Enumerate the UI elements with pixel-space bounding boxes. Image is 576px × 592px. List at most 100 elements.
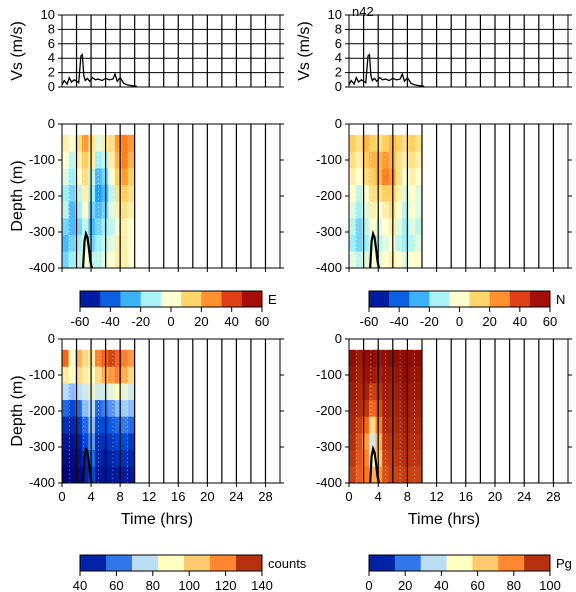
colorbar-tick-label: 40 bbox=[513, 314, 527, 329]
colorbar-tick-label: 60 bbox=[255, 314, 269, 329]
heatmap-cell bbox=[408, 349, 416, 367]
heatmap-cell bbox=[368, 383, 376, 401]
heatmap-cell bbox=[128, 251, 135, 269]
heatmap-cell bbox=[362, 251, 370, 269]
heatmap-cell bbox=[368, 168, 376, 186]
heatmap-cell bbox=[375, 449, 383, 467]
y-tick-label: 0 bbox=[48, 116, 55, 131]
colorbar-tick-label: 40 bbox=[224, 314, 238, 329]
heatmap-cell bbox=[68, 349, 76, 367]
heatmap-cell bbox=[75, 366, 83, 384]
heatmap-cell bbox=[68, 234, 76, 252]
y-tick-label: -200 bbox=[29, 403, 55, 418]
panel-heatmap-e: 0 -100 -200 -300 -400 Depth (m) bbox=[9, 116, 284, 275]
heatmap-cell bbox=[349, 134, 356, 152]
heatmap-cell bbox=[114, 433, 122, 450]
heatmap-cell bbox=[68, 433, 76, 450]
vs-series-line bbox=[61, 53, 137, 87]
heatmap-cell bbox=[75, 416, 83, 434]
heatmap-cell bbox=[128, 134, 135, 152]
heatmap-cell bbox=[375, 184, 383, 202]
y-tick-label: -300 bbox=[316, 224, 342, 239]
plot-frame bbox=[348, 14, 569, 88]
heatmap-cell bbox=[121, 251, 129, 269]
heatmap-cell bbox=[349, 168, 356, 186]
heatmap-cell bbox=[75, 349, 83, 367]
heatmap-cell bbox=[349, 366, 356, 384]
heatmap-cell bbox=[121, 218, 129, 235]
y-tick-label: 2 bbox=[48, 65, 55, 80]
heatmap-cell bbox=[62, 383, 69, 401]
heatmap-cell bbox=[81, 184, 89, 202]
heatmap-cell bbox=[88, 383, 96, 401]
heatmap-cell bbox=[75, 433, 83, 450]
colorbar-swatch bbox=[469, 291, 490, 307]
heatmap-cell bbox=[362, 151, 370, 169]
heatmap-cell bbox=[395, 466, 403, 484]
heatmap-cell bbox=[68, 399, 76, 417]
heatmap-cell bbox=[362, 134, 370, 152]
colorbar-tick-label: 140 bbox=[251, 578, 273, 592]
heatmap-cell bbox=[128, 399, 135, 417]
heatmap-cell bbox=[415, 399, 423, 417]
heatmap-cell bbox=[355, 201, 363, 219]
heatmap-cell bbox=[128, 366, 135, 384]
heatmap-cell bbox=[108, 134, 116, 152]
colorbar-swatch bbox=[429, 291, 450, 307]
heatmap-cell bbox=[108, 349, 116, 367]
heatmap-cell bbox=[75, 201, 83, 219]
heatmap-cell bbox=[415, 168, 423, 186]
x-axis-label: Time (hrs) bbox=[121, 511, 193, 528]
heatmap-cell bbox=[108, 251, 116, 269]
heatmap-cell bbox=[375, 433, 383, 450]
heatmap-cell bbox=[95, 383, 102, 401]
heatmap-cell bbox=[81, 399, 89, 417]
x-tick-label: 8 bbox=[404, 489, 411, 504]
heatmap-cell bbox=[95, 466, 102, 484]
heatmap-cell bbox=[349, 251, 356, 269]
heatmap-cell bbox=[121, 349, 129, 367]
colorbar-label: N bbox=[556, 292, 565, 307]
heatmap-cell bbox=[402, 366, 410, 384]
heatmap-cell bbox=[402, 449, 410, 467]
heatmap-cell bbox=[395, 151, 403, 169]
heatmap-cell bbox=[415, 349, 423, 367]
heatmap-cell bbox=[408, 433, 416, 450]
heatmap-cell bbox=[362, 366, 370, 384]
y-tick-label: 8 bbox=[335, 21, 342, 36]
colorbar-swatch bbox=[140, 291, 162, 307]
heatmap-cell bbox=[121, 366, 129, 384]
heatmap-cell bbox=[75, 251, 83, 269]
colorbar-swatch bbox=[446, 555, 473, 571]
heatmap-cell bbox=[75, 449, 83, 467]
colorbar-swatch bbox=[80, 291, 101, 307]
heatmap-cell bbox=[62, 218, 69, 235]
colorbar-frame bbox=[368, 554, 551, 572]
heatmap-cell bbox=[121, 201, 129, 219]
colorbar-tick-label: 80 bbox=[507, 578, 521, 592]
heatmap-cell bbox=[375, 349, 383, 367]
colorbar-tick-label: 20 bbox=[398, 578, 412, 592]
heatmap-cell bbox=[62, 399, 69, 417]
heatmap-cell bbox=[415, 433, 423, 450]
heatmap-cell bbox=[128, 383, 135, 401]
heatmap-cell bbox=[62, 151, 69, 169]
plot-frame bbox=[61, 14, 281, 88]
heatmap-cell bbox=[415, 366, 423, 384]
x-tick-label: 16 bbox=[459, 489, 473, 504]
heatmap-cell bbox=[415, 251, 423, 269]
heatmap-cell bbox=[81, 134, 89, 152]
y-tick-label: 2 bbox=[335, 65, 342, 80]
y-tick-label: 10 bbox=[328, 7, 342, 22]
heatmap-cell bbox=[362, 234, 370, 252]
heatmap-cell bbox=[95, 416, 102, 434]
heatmap-cell bbox=[114, 251, 122, 269]
y-tick-label: -300 bbox=[29, 224, 55, 239]
heatmap-cell bbox=[355, 234, 363, 252]
colorbar-label: counts bbox=[268, 556, 307, 571]
heatmap-cell bbox=[75, 134, 83, 152]
heatmap-cell bbox=[88, 366, 96, 384]
heatmap-cell bbox=[75, 168, 83, 186]
heatmap-cell bbox=[382, 366, 390, 384]
x-tick-label: 20 bbox=[200, 489, 214, 504]
